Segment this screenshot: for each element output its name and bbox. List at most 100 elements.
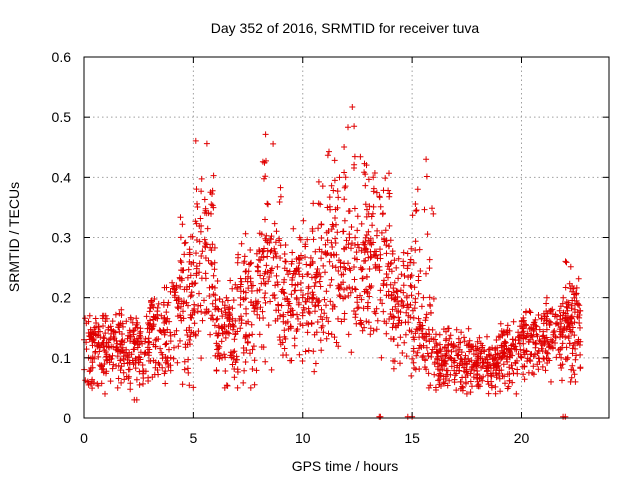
data-point	[312, 279, 319, 286]
data-point	[162, 368, 169, 375]
data-point	[527, 358, 534, 365]
data-point	[202, 205, 209, 212]
data-point	[248, 299, 255, 306]
data-point	[362, 257, 369, 264]
data-point	[273, 228, 280, 235]
data-point	[285, 302, 292, 309]
data-point	[152, 359, 159, 366]
data-point	[134, 319, 141, 326]
data-point	[567, 320, 573, 327]
x-tick-label: 5	[189, 430, 197, 446]
data-point	[442, 337, 449, 344]
data-point	[480, 373, 487, 380]
data-point	[389, 324, 396, 331]
data-point	[434, 355, 441, 362]
data-point	[400, 258, 407, 265]
data-point	[230, 322, 237, 329]
data-point	[340, 279, 347, 286]
data-point	[493, 356, 500, 363]
data-point	[425, 384, 432, 391]
data-point	[366, 266, 373, 272]
data-point	[209, 312, 216, 319]
data-point	[164, 315, 171, 322]
data-point	[420, 352, 427, 359]
data-point	[438, 383, 444, 389]
data-point	[564, 307, 571, 314]
data-point	[416, 342, 423, 349]
data-point	[219, 325, 226, 332]
data-point	[251, 357, 258, 364]
data-point	[468, 357, 475, 364]
data-point	[446, 377, 453, 384]
data-point	[434, 350, 440, 357]
y-tick-label: 0.5	[52, 109, 72, 125]
data-point	[298, 287, 304, 294]
data-point	[305, 290, 311, 297]
data-point	[193, 186, 200, 193]
data-point	[310, 348, 317, 355]
data-point	[531, 351, 538, 358]
data-point	[212, 303, 219, 310]
data-point	[136, 359, 142, 366]
data-point	[261, 245, 267, 252]
data-point	[173, 327, 180, 334]
data-point	[548, 378, 554, 385]
data-point	[440, 373, 447, 380]
data-point	[546, 322, 553, 328]
data-point	[370, 185, 377, 192]
data-point	[191, 280, 198, 287]
data-point	[278, 302, 285, 309]
y-tick-label: 0.3	[52, 230, 72, 246]
data-point	[295, 315, 301, 322]
data-point	[386, 190, 393, 197]
data-point	[324, 237, 331, 244]
data-point	[570, 367, 577, 374]
data-point	[357, 153, 364, 160]
data-point	[533, 331, 540, 338]
data-point	[257, 257, 264, 264]
data-point	[562, 334, 569, 341]
data-point	[423, 337, 430, 344]
data-point	[386, 170, 392, 177]
data-point	[416, 366, 423, 372]
data-point	[175, 305, 182, 312]
data-point	[510, 318, 517, 325]
data-point	[530, 319, 537, 326]
data-point	[214, 278, 221, 284]
data-point	[234, 328, 241, 335]
data-point	[407, 282, 414, 289]
data-point	[414, 186, 421, 193]
data-point	[336, 284, 343, 291]
data-points	[81, 104, 584, 420]
data-point	[341, 196, 348, 203]
data-point	[524, 330, 531, 337]
data-point	[488, 365, 494, 372]
data-point	[424, 231, 431, 238]
data-point	[485, 390, 492, 397]
data-point	[303, 320, 310, 327]
data-point	[288, 291, 295, 298]
data-point	[187, 293, 194, 300]
data-point	[288, 260, 295, 267]
data-point	[391, 279, 398, 286]
data-point	[486, 352, 493, 359]
data-point	[356, 244, 362, 251]
data-point	[543, 334, 550, 341]
data-point	[171, 294, 178, 301]
data-point	[91, 324, 98, 331]
data-point	[142, 368, 149, 375]
data-point	[185, 356, 192, 363]
data-point	[354, 227, 361, 234]
data-point	[453, 370, 460, 377]
data-point	[366, 293, 373, 300]
data-point	[191, 320, 198, 327]
data-point	[240, 349, 247, 356]
data-point	[571, 371, 578, 378]
data-point	[231, 348, 238, 355]
data-point	[115, 375, 122, 382]
y-axis-label: SRMTID / TECUs	[6, 182, 22, 292]
data-point	[388, 268, 395, 275]
data-point	[201, 196, 208, 203]
data-point	[430, 210, 437, 217]
data-point	[380, 187, 387, 194]
